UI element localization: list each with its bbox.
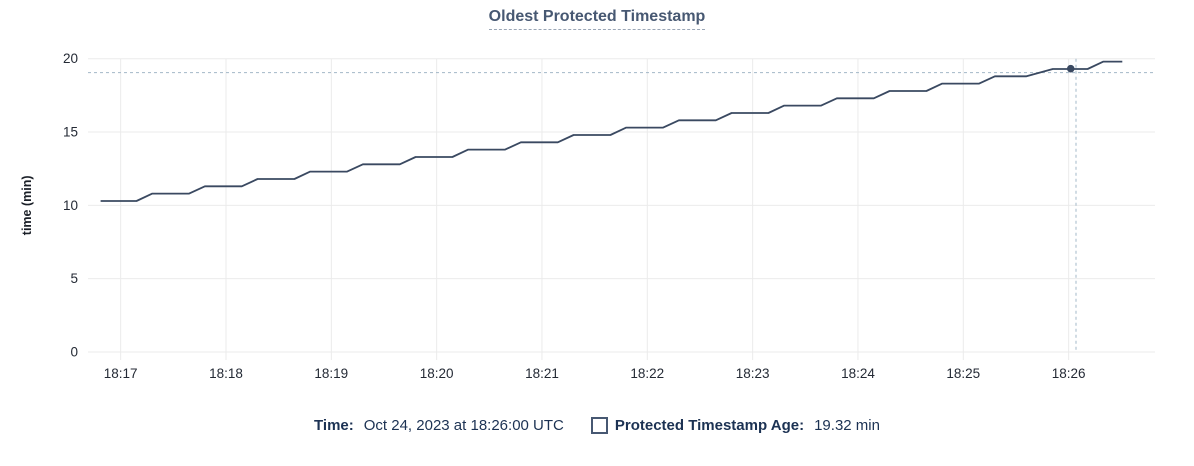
series-label: Protected Timestamp Age: bbox=[614, 417, 805, 434]
chart-title[interactable]: Oldest Protected Timestamp bbox=[488, 8, 706, 30]
chart-title-row: Oldest Protected Timestamp bbox=[0, 8, 1194, 30]
hover-legend: Time: Oct 24, 2023 at 18:26:00 UTC Prote… bbox=[0, 417, 1194, 434]
x-tick-label: 18:21 bbox=[525, 366, 559, 381]
x-tick-label: 18:25 bbox=[946, 366, 980, 381]
time-value: Oct 24, 2023 at 18:26:00 UTC bbox=[363, 417, 564, 434]
x-tick-label: 18:22 bbox=[630, 366, 664, 381]
y-tick-label: 5 bbox=[70, 271, 78, 286]
y-tick-label: 10 bbox=[63, 198, 78, 213]
x-tick-label: 18:19 bbox=[314, 366, 348, 381]
series-line bbox=[100, 60, 1123, 202]
x-tick-label: 18:24 bbox=[841, 366, 875, 381]
x-tick-label: 18:26 bbox=[1052, 366, 1086, 381]
x-tick-label: 18:20 bbox=[420, 366, 454, 381]
y-tick-label: 20 bbox=[63, 51, 78, 66]
x-tick-label: 18:23 bbox=[736, 366, 770, 381]
x-tick-label: 18:17 bbox=[104, 366, 138, 381]
y-axis-title: time (min) bbox=[20, 175, 34, 235]
time-label: Time: bbox=[314, 417, 354, 434]
x-tick-label: 18:18 bbox=[209, 366, 243, 381]
series-value: 19.32 min bbox=[814, 417, 880, 434]
highlight-point-dot bbox=[1066, 64, 1075, 73]
y-tick-label: 15 bbox=[63, 125, 78, 140]
chart-canvas[interactable]: 0 5 10 15 20 18:17 18:18 18:19 18:20 18:21 18:22 18… bbox=[0, 0, 1194, 410]
series-checkbox-icon[interactable] bbox=[590, 417, 608, 434]
y-tick-label: 0 bbox=[70, 345, 78, 360]
